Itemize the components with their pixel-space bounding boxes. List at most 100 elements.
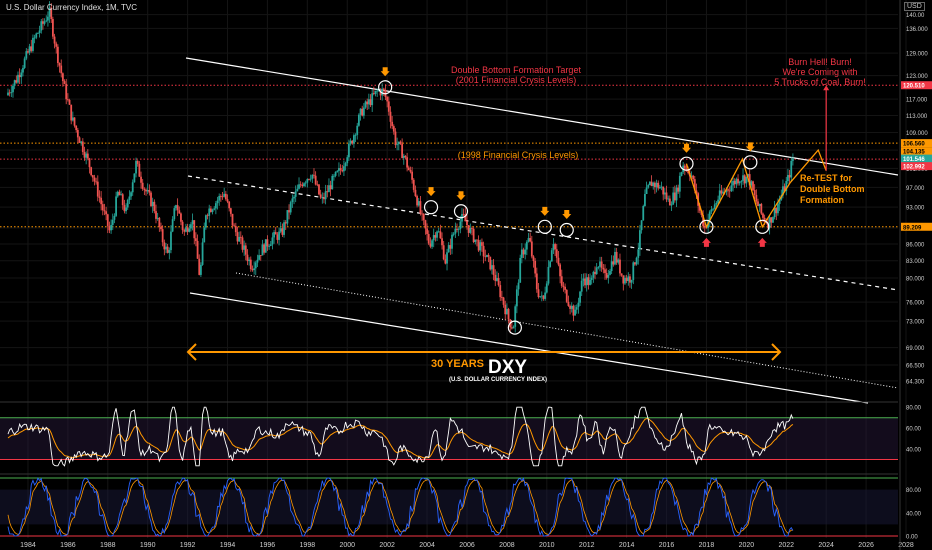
candle-body: [387, 101, 390, 112]
candle-body: [168, 250, 171, 253]
candle-body: [522, 249, 525, 255]
candle-body: [520, 249, 523, 258]
candle-body: [612, 261, 615, 265]
candle-body: [228, 201, 231, 209]
candle-body: [482, 245, 485, 257]
candle-body: [18, 74, 21, 78]
candle-body: [615, 251, 618, 263]
candle-body: [125, 207, 127, 212]
candle-body: [367, 99, 370, 105]
candle-body: [25, 51, 28, 59]
candle-body: [299, 184, 302, 186]
candle-body: [637, 249, 640, 258]
candle-body: [261, 244, 264, 256]
pivot-circle: [423, 200, 439, 215]
target-text-line2: (2001 Financial Crysis Levels): [456, 75, 577, 85]
y-tick-label: 64.300: [906, 379, 925, 385]
rsi-panel: [0, 401, 898, 467]
candle-body: [32, 37, 34, 51]
candle-body: [273, 232, 275, 238]
candle-body: [100, 197, 103, 205]
x-tick-label: 2000: [339, 542, 355, 549]
candle-body: [323, 197, 325, 200]
pivot-circle: [537, 219, 552, 234]
candle-body: [254, 262, 257, 269]
candle-body: [713, 204, 716, 209]
candle-body: [234, 225, 237, 233]
retest-text-line3: Formation: [800, 195, 844, 205]
candle-body: [249, 259, 252, 270]
burn-text-line3: 5 Trucks of Coal, Burn!: [774, 77, 866, 87]
candle-body: [108, 226, 111, 231]
candle-body: [376, 90, 379, 92]
candle-body: [339, 168, 342, 171]
candle-body: [484, 256, 487, 258]
red-up-arrow: [701, 237, 711, 247]
candle-body: [214, 203, 217, 209]
candle-body: [747, 174, 749, 177]
candle-body: [349, 140, 352, 144]
candle-body: [599, 261, 601, 267]
candle-body: [668, 198, 671, 206]
candle-body: [95, 181, 98, 183]
candle-body: [790, 160, 793, 178]
candle-body: [336, 170, 339, 172]
candle-body: [763, 217, 766, 222]
pivot-circle: [507, 320, 522, 335]
y-tick-label: 97.000: [906, 186, 925, 192]
candle-body: [15, 80, 18, 83]
pivot-circle: [755, 219, 770, 234]
candle-body: [126, 199, 129, 208]
y-tick-label: 109.000: [906, 131, 928, 137]
candle-body: [183, 230, 186, 232]
x-tick-label: 2010: [539, 542, 555, 549]
candle-body: [434, 235, 437, 238]
x-tick-label: 2006: [459, 542, 475, 549]
candle-body: [617, 259, 620, 263]
candle-body: [775, 207, 778, 214]
candle-body: [619, 259, 621, 274]
rsi-line: [7, 406, 794, 467]
candle-body: [181, 221, 184, 231]
rsi-tick-label: 80.00: [906, 406, 922, 412]
candle-body: [451, 234, 453, 249]
candle-body: [702, 214, 705, 227]
candle-body: [68, 99, 71, 105]
candle-body: [481, 242, 483, 246]
candle-body: [727, 189, 729, 191]
candle-body: [604, 269, 606, 273]
candle-body: [491, 265, 493, 270]
years-label: 30 YEARS: [431, 358, 484, 370]
candle-body: [647, 185, 650, 188]
rsi-band: [0, 417, 898, 460]
candle-body: [389, 111, 392, 122]
candle-body: [266, 239, 269, 247]
candle-body: [208, 208, 211, 216]
candle-body: [329, 185, 332, 190]
candle-body: [590, 277, 593, 280]
candle-body: [73, 117, 76, 126]
candle-body: [304, 182, 307, 184]
target-text-line1: Double Bottom Formation Target: [451, 65, 581, 75]
candle-body: [557, 257, 560, 265]
candle-body: [742, 175, 744, 181]
candle-body: [113, 215, 116, 220]
candle-body: [23, 58, 26, 68]
stoch-tick-label: 0.00: [906, 535, 918, 541]
candle-body: [662, 186, 665, 195]
candle-body: [344, 163, 347, 167]
candle-body: [527, 238, 530, 242]
candle-body: [196, 240, 199, 259]
candle-body: [218, 195, 221, 201]
candle-body: [48, 7, 51, 17]
candle-body: [402, 155, 405, 159]
candle-body: [364, 101, 367, 108]
candle-body: [757, 201, 759, 207]
candle-body: [629, 276, 631, 283]
candle-body: [160, 226, 162, 230]
pivot-circle: [559, 222, 574, 238]
candle-body: [53, 36, 56, 44]
dxy-subtitle: (U.S. DOLLAR CURRENCY INDEX): [449, 377, 547, 383]
candle-body: [28, 46, 31, 53]
candle-body: [251, 269, 254, 271]
